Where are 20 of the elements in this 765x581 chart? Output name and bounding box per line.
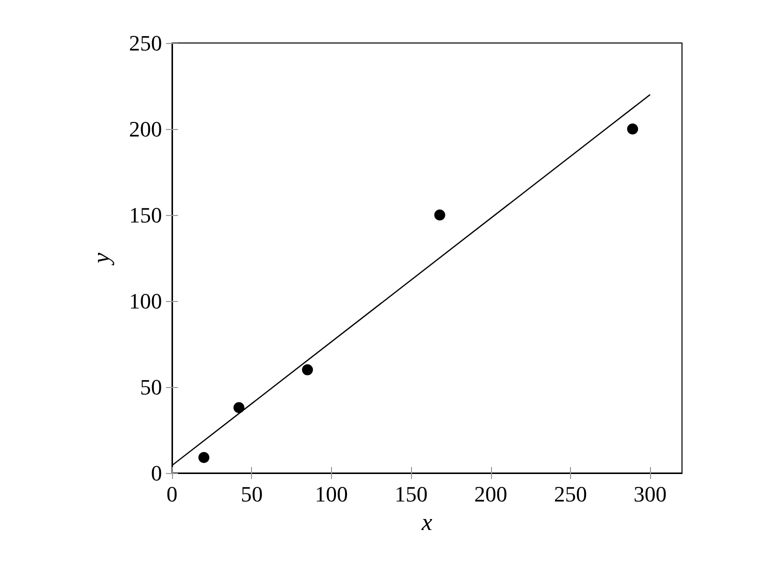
point [627,124,638,134]
x-tick-label: 0 [166,482,178,506]
y-tick-label: 50 [140,374,162,400]
y-axis-title: y [89,252,115,266]
x-tick-label: 200 [474,482,508,506]
x-tick-label: 300 [634,482,667,506]
x-tick-label: 50 [240,482,263,506]
y-tick-label: 200 [129,116,162,142]
point [233,402,244,414]
y-tick-label: 150 [129,202,162,228]
x-axis-title: x [420,510,433,536]
point [434,210,446,220]
x-tick-label: 250 [554,482,587,506]
y-tick-label: 250 [129,30,162,56]
y-tick-label: 0 [151,460,162,486]
y-tick-label: 100 [129,288,162,314]
x-tick-label: 100 [314,482,348,506]
point [302,364,313,376]
x-tick-label: 150 [394,482,428,506]
point [198,452,210,464]
